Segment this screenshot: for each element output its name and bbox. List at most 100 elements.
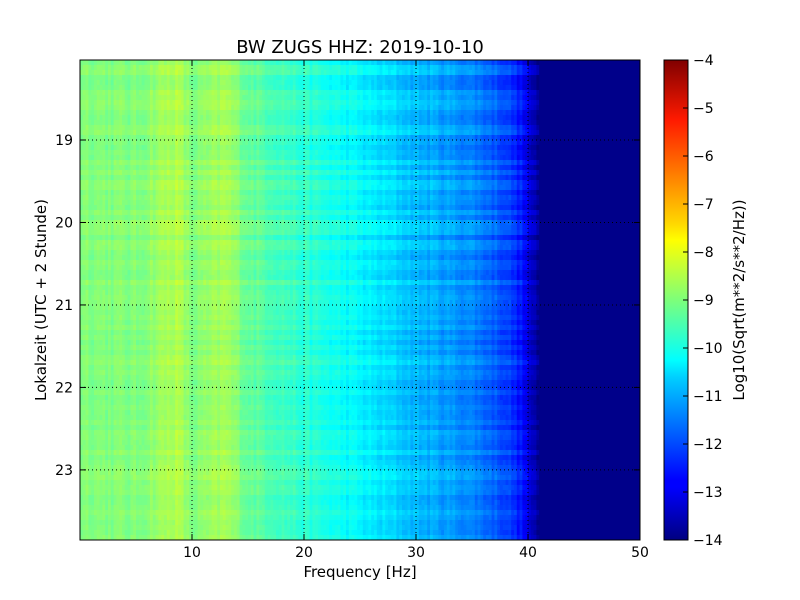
- heatmap-cell: [253, 85, 257, 91]
- heatmap-cell: [203, 95, 207, 101]
- heatmap-cell: [239, 100, 243, 106]
- heatmap-cell: [262, 70, 266, 76]
- heatmap-cell: [318, 65, 322, 71]
- heatmap-cell: [595, 90, 599, 96]
- heatmap-cell: [561, 90, 565, 96]
- heatmap-cell: [332, 60, 336, 66]
- heatmap-cell: [166, 80, 171, 86]
- heatmap-cell: [278, 95, 283, 101]
- heatmap-cell: [360, 95, 364, 101]
- heatmap-cell: [592, 95, 596, 101]
- heatmap-cell: [337, 115, 341, 121]
- heatmap-cell: [332, 115, 336, 121]
- heatmap-cell: [472, 70, 476, 76]
- heatmap-cell: [250, 60, 255, 66]
- heatmap-cell: [528, 70, 532, 76]
- heatmap-cell: [144, 115, 148, 121]
- heatmap-cell: [183, 105, 187, 111]
- heatmap-cell: [175, 120, 179, 126]
- heatmap-cell: [200, 85, 204, 91]
- heatmap-cell: [119, 105, 123, 111]
- heatmap-cell: [82, 110, 87, 116]
- heatmap-cell: [273, 95, 277, 101]
- heatmap-cell: [539, 110, 543, 116]
- heatmap-cell: [329, 95, 333, 101]
- heatmap-cell: [306, 105, 311, 111]
- heatmap-cell: [262, 115, 266, 121]
- heatmap-cell: [228, 60, 232, 66]
- heatmap-cell: [124, 65, 129, 71]
- heatmap-cell: [150, 110, 154, 116]
- heatmap-cell: [245, 70, 249, 76]
- heatmap-cell: [231, 120, 235, 126]
- heatmap-cell: [494, 105, 498, 111]
- heatmap-cell: [245, 105, 249, 111]
- heatmap-cell: [547, 110, 551, 116]
- heatmap-cell: [528, 60, 532, 66]
- heatmap-cell: [231, 70, 235, 76]
- heatmap-cell: [572, 100, 577, 106]
- heatmap-cell: [598, 85, 602, 91]
- heatmap-cell: [446, 85, 451, 91]
- heatmap-cell: [500, 105, 504, 111]
- heatmap-cell: [584, 70, 588, 76]
- heatmap-cell: [637, 85, 640, 91]
- heatmap-cell: [390, 115, 395, 121]
- heatmap-cell: [220, 105, 224, 111]
- heatmap-cell: [141, 100, 145, 106]
- heatmap-cell: [533, 105, 537, 111]
- heatmap-cell: [413, 110, 417, 116]
- heatmap-cell: [250, 100, 255, 106]
- heatmap-cell: [133, 95, 137, 101]
- heatmap-cell: [427, 105, 431, 111]
- heatmap-cell: [416, 105, 420, 111]
- heatmap-cell: [421, 90, 425, 96]
- heatmap-cell: [161, 105, 165, 111]
- heatmap-cell: [155, 70, 159, 76]
- heatmap-cell: [497, 70, 501, 76]
- heatmap-cell: [248, 70, 252, 76]
- heatmap-cell: [304, 80, 308, 86]
- heatmap-cell: [631, 115, 635, 121]
- heatmap-cell: [329, 70, 333, 76]
- heatmap-cell: [533, 75, 537, 81]
- heatmap-cell: [480, 70, 484, 76]
- heatmap-cell: [382, 60, 386, 66]
- heatmap-cell: [483, 95, 487, 101]
- heatmap-cell: [477, 60, 481, 66]
- heatmap-cell: [270, 100, 274, 106]
- heatmap-cell: [326, 115, 330, 121]
- heatmap-cell: [236, 60, 241, 66]
- heatmap-cell: [250, 120, 255, 126]
- heatmap-cell: [200, 65, 204, 71]
- heatmap-cell: [519, 115, 523, 121]
- heatmap-cell: [116, 70, 120, 76]
- heatmap-cell: [416, 90, 420, 96]
- heatmap-cell: [295, 85, 299, 91]
- heatmap-cell: [393, 60, 397, 66]
- heatmap-cell: [113, 75, 117, 81]
- heatmap-cell: [598, 70, 602, 76]
- heatmap-cell: [340, 65, 344, 71]
- heatmap-cell: [150, 95, 154, 101]
- heatmap-cell: [211, 70, 215, 76]
- heatmap-cell: [542, 110, 546, 116]
- heatmap-cell: [343, 75, 347, 81]
- heatmap-cell: [200, 95, 204, 101]
- heatmap-cell: [150, 85, 154, 91]
- heatmap-cell: [536, 100, 540, 106]
- heatmap-cell: [144, 105, 148, 111]
- heatmap-cell: [220, 65, 224, 71]
- heatmap-cell: [354, 115, 358, 121]
- heatmap-cell: [290, 85, 294, 91]
- heatmap-cell: [270, 65, 274, 71]
- heatmap-cell: [570, 110, 574, 116]
- heatmap-cell: [214, 80, 218, 86]
- heatmap-cell: [169, 105, 173, 111]
- heatmap-cell: [469, 80, 473, 86]
- heatmap-cell: [164, 65, 168, 71]
- heatmap-cell: [88, 115, 92, 121]
- heatmap-cell: [290, 100, 294, 106]
- heatmap-cell: [402, 60, 406, 66]
- heatmap-cell: [94, 110, 98, 116]
